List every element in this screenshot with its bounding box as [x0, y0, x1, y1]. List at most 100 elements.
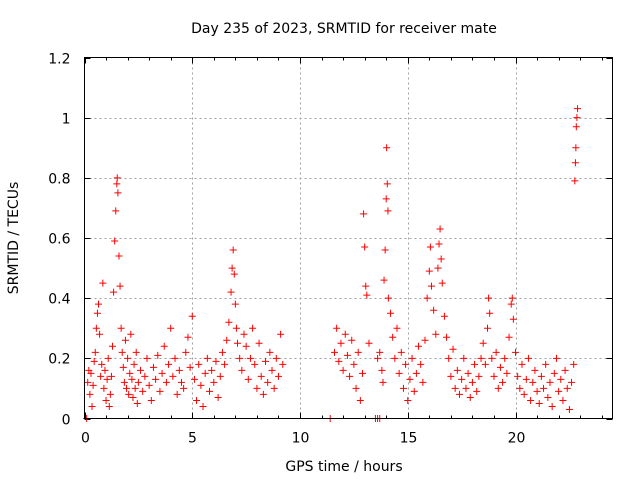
data-point [509, 315, 517, 323]
data-point [274, 372, 282, 380]
data-point [464, 369, 472, 377]
data-point [175, 366, 183, 374]
data-point [512, 348, 520, 356]
data-point [195, 360, 203, 368]
data-point [147, 396, 155, 404]
data-point [427, 282, 435, 290]
data-point [132, 348, 140, 356]
data-point [406, 375, 414, 383]
data-point [395, 369, 403, 377]
data-point [112, 207, 120, 215]
data-point [249, 324, 257, 332]
data-point [417, 360, 425, 368]
data-point [475, 372, 483, 380]
data-point [231, 300, 239, 308]
data-point [426, 243, 434, 251]
data-points [83, 105, 582, 422]
data-point [451, 384, 459, 392]
data-point [479, 339, 487, 347]
data-point [359, 369, 367, 377]
data-point [423, 294, 431, 302]
data-point [402, 360, 410, 368]
data-point [544, 393, 552, 401]
data-point [574, 105, 582, 113]
data-point [514, 372, 522, 380]
data-point [384, 294, 392, 302]
data-point [188, 312, 196, 320]
data-point [210, 378, 218, 386]
data-point [542, 360, 550, 368]
data-point [484, 324, 492, 332]
data-point [462, 384, 470, 392]
data-point [362, 282, 370, 290]
data-point [458, 375, 466, 383]
data-point [343, 351, 351, 359]
y-tick-label: 0.8 [48, 172, 70, 188]
data-point [404, 396, 412, 404]
data-point [240, 330, 248, 338]
axis-ticks [84, 57, 613, 420]
data-point [242, 342, 250, 350]
data-point [499, 378, 507, 386]
data-point [137, 366, 145, 374]
data-point [177, 378, 185, 386]
data-point [95, 300, 103, 308]
data-point [501, 354, 509, 362]
y-tick-label: 1.2 [48, 52, 70, 68]
data-point [251, 360, 259, 368]
data-point [445, 354, 453, 362]
data-point [103, 375, 111, 383]
data-point [171, 354, 179, 362]
data-point [397, 348, 405, 356]
data-point [485, 294, 493, 302]
data-point [382, 195, 390, 203]
data-point [131, 384, 139, 392]
data-point [537, 372, 545, 380]
data-point [571, 159, 579, 167]
data-point [190, 375, 198, 383]
data-point [264, 378, 272, 386]
x-tick-label: 0 [81, 431, 90, 447]
data-point [348, 336, 356, 344]
data-point [88, 402, 96, 410]
data-point [438, 279, 446, 287]
data-point [437, 255, 445, 263]
chart-title: Day 235 of 2023, SRMTID for receiver mat… [191, 21, 497, 37]
data-point [507, 300, 515, 308]
data-point [555, 387, 563, 395]
data-point [232, 324, 240, 332]
data-point [415, 342, 423, 350]
data-point [550, 369, 558, 377]
data-point [561, 366, 569, 374]
data-point [531, 366, 539, 374]
data-point [384, 207, 392, 215]
data-point [508, 294, 516, 302]
data-point [527, 396, 535, 404]
x-tick-label: 15 [400, 431, 418, 447]
data-point [477, 354, 485, 362]
data-point [100, 384, 108, 392]
data-point [279, 360, 287, 368]
data-point [425, 267, 433, 275]
data-point [133, 399, 141, 407]
data-point [360, 210, 368, 218]
data-point [160, 342, 168, 350]
data-point [197, 381, 205, 389]
data-point [121, 336, 129, 344]
data-point [216, 372, 224, 380]
data-point [126, 369, 134, 377]
x-tick-label: 10 [292, 431, 310, 447]
data-point [496, 363, 504, 371]
data-point [389, 333, 397, 341]
data-point [559, 396, 567, 404]
data-point [106, 390, 114, 398]
data-point [141, 372, 149, 380]
data-point [535, 399, 543, 407]
data-point [123, 384, 131, 392]
data-point [223, 336, 231, 344]
data-point [89, 381, 97, 389]
data-point [419, 378, 427, 386]
data-point [563, 384, 571, 392]
data-point [529, 378, 537, 386]
data-point [152, 375, 160, 383]
